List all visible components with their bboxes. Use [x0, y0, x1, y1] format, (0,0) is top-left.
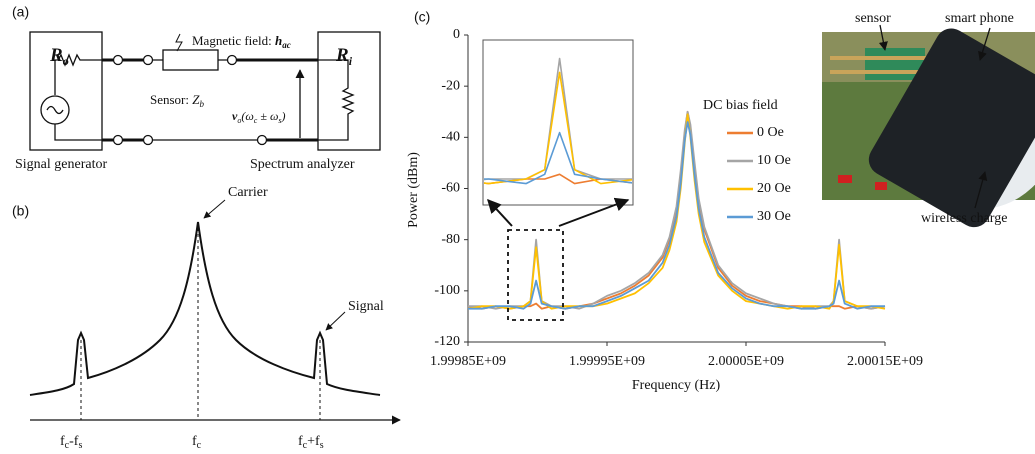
legend-label: 10 Oe: [757, 153, 791, 168]
photo: [822, 24, 1035, 228]
series-line: [484, 131, 632, 185]
series-line: [484, 71, 632, 185]
inset: [484, 57, 632, 185]
source-label: Ro: [49, 45, 69, 67]
text: f: [192, 434, 197, 449]
y-tick-label: -120: [434, 334, 460, 349]
subscript: c: [254, 116, 258, 125]
photo-label: wireless charge: [921, 211, 1007, 226]
label: Magnetic field:: [192, 33, 275, 48]
axis-label: fc: [192, 434, 202, 451]
subscript: o: [237, 116, 241, 125]
load-label: Ri: [335, 45, 353, 67]
symbol: v: [232, 109, 238, 123]
subscript: c: [65, 440, 70, 451]
text: (ω: [241, 109, 253, 123]
panel-label: (c): [414, 9, 430, 25]
label: Sensor:: [150, 92, 192, 107]
subscript: s: [78, 440, 82, 451]
y-tick-label: -40: [441, 130, 460, 145]
subscript: o: [63, 54, 69, 68]
photo-label: smart phone: [945, 11, 1014, 26]
axis-label: fc-fs: [60, 434, 82, 451]
y-axis-title: Power (dBm): [406, 152, 421, 228]
text: +f: [307, 434, 320, 449]
legend-label: 30 Oe: [757, 209, 791, 224]
circuit: [29, 31, 381, 151]
legend-title: DC bias field: [703, 98, 778, 113]
sensor-label: Sensor: Zb: [150, 92, 204, 109]
y-tick-label: -100: [434, 283, 460, 298]
subscript: b: [199, 99, 204, 109]
subscript: c: [197, 440, 202, 451]
y-tick-label: -80: [441, 232, 460, 247]
subscript: s: [278, 116, 281, 125]
subscript: s: [320, 440, 324, 451]
series-line: [484, 173, 632, 185]
symbol: Z: [192, 92, 200, 107]
panel-label: (a): [12, 4, 29, 20]
y-tick-label: -20: [441, 78, 460, 93]
y-tick-label: -60: [441, 181, 460, 196]
zoom-arrow: [487, 198, 513, 227]
annotation: Carrier: [228, 185, 268, 200]
subscript: i: [349, 54, 353, 68]
legend-label: 20 Oe: [757, 181, 791, 196]
annotation: Signal: [348, 299, 384, 314]
text: f: [298, 434, 303, 449]
text: ): [281, 109, 286, 123]
symbol: h: [275, 33, 282, 48]
zoom-box: [507, 229, 564, 321]
field-label: Magnetic field: hac: [192, 33, 291, 50]
legend-label: 0 Oe: [757, 125, 784, 140]
y-tick-label: 0: [453, 27, 460, 42]
subscript: c: [303, 440, 308, 451]
subscript: ac: [282, 40, 291, 50]
sketch: [29, 199, 401, 425]
axis-label: fc+fs: [298, 434, 324, 451]
x-tick-label: 2.00005E+09: [708, 354, 784, 369]
x-tick-label: 1.99995E+09: [569, 354, 645, 369]
x-tick-label: 1.99985E+09: [430, 354, 506, 369]
symbol: R: [335, 45, 349, 66]
photo-label: sensor: [855, 11, 891, 26]
caption: Spectrum analyzer: [250, 157, 355, 172]
chart: -120 -100 -80 -60 -40 -20 0 1.99985E+09 1.99995E…: [430, 27, 923, 369]
voltage-label: vo(ωc ± ωs): [232, 109, 286, 125]
x-tick-label: 2.00015E+09: [847, 354, 923, 369]
text: ± ω: [257, 109, 278, 123]
zoom-arrow: [558, 197, 630, 227]
caption: Signal generator: [15, 157, 107, 172]
series-line: [468, 121, 885, 310]
panel-label: (b): [12, 203, 29, 219]
text: -f: [69, 434, 79, 449]
symbol: R: [49, 45, 63, 66]
x-axis-title: Frequency (Hz): [632, 378, 721, 393]
text: f: [60, 434, 65, 449]
